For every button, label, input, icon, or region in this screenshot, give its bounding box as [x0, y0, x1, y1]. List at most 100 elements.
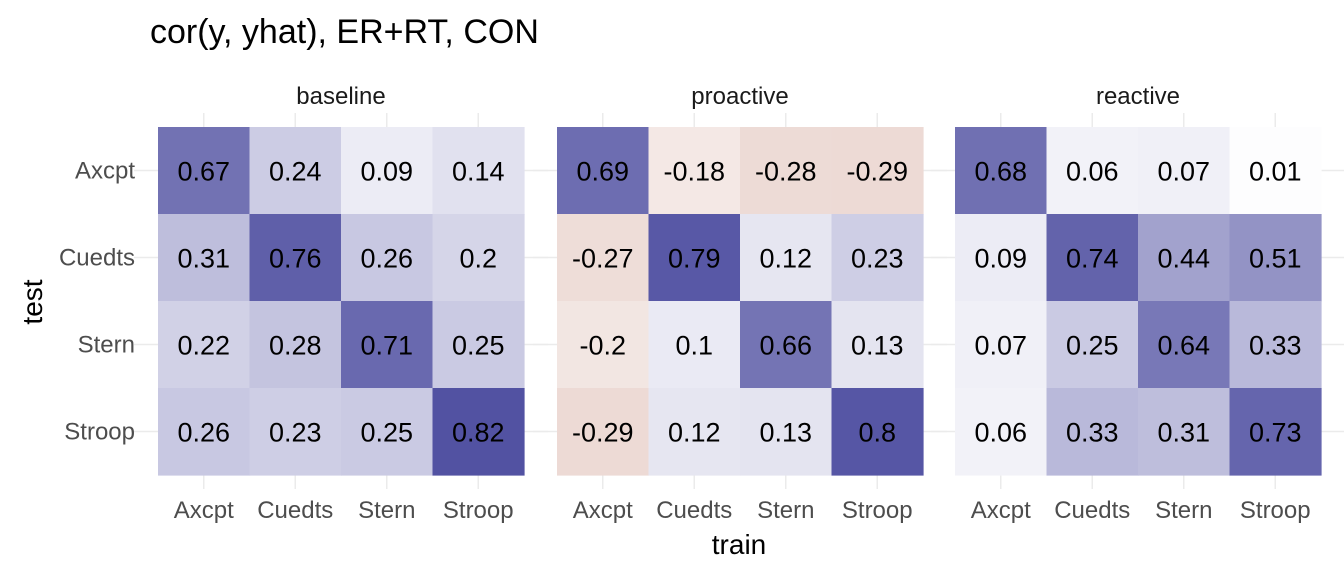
heatmap-cell — [432, 127, 525, 215]
cell-value-label: -0.28 — [755, 157, 817, 187]
heatmap-cell — [1229, 127, 1322, 215]
cell-value-label: 0.07 — [1157, 157, 1210, 187]
heatmap-cell — [1046, 388, 1139, 476]
cell-value-label: 0.12 — [668, 418, 721, 448]
heatmap-cell — [557, 388, 650, 476]
cell-value-label: 0.23 — [851, 244, 904, 274]
cell-value-label: -0.18 — [663, 157, 725, 187]
heatmap-cell — [648, 388, 741, 476]
cell-value-label: 0.23 — [269, 418, 322, 448]
x-tick-label: Stern — [757, 497, 814, 524]
cell-value-label: 0.26 — [177, 418, 230, 448]
heatmap-cell — [740, 127, 833, 215]
x-tick-label: Axcpt — [174, 497, 234, 524]
cell-value-label: 0.8 — [858, 418, 896, 448]
x-tick-label: Axcpt — [573, 497, 633, 524]
cell-value-label: 0.33 — [1249, 331, 1302, 361]
heatmap-cell — [158, 388, 251, 476]
x-tick-label: Cuedts — [257, 497, 333, 524]
cell-value-label: 0.82 — [452, 418, 505, 448]
heatmap-cell — [1138, 127, 1231, 215]
cell-value-label: 0.44 — [1157, 244, 1210, 274]
heatmap-cell — [1229, 388, 1322, 476]
cell-value-label: 0.31 — [177, 244, 230, 274]
heatmap-cell — [249, 214, 342, 302]
cell-value-label: 0.25 — [1066, 331, 1119, 361]
cell-value-label: 0.09 — [360, 157, 413, 187]
cell-value-label: 0.68 — [974, 157, 1027, 187]
heatmap-cell — [432, 214, 525, 302]
heatmap-cell — [158, 127, 251, 215]
x-axis-label: train — [712, 529, 766, 560]
facet-strip-label: reactive — [1096, 83, 1180, 110]
cell-value-label: 0.67 — [177, 157, 230, 187]
cell-value-label: 0.13 — [851, 331, 904, 361]
x-tick-label: Stern — [358, 497, 415, 524]
cell-value-label: 0.06 — [1066, 157, 1119, 187]
cell-value-label: 0.2 — [459, 244, 497, 274]
facet-panel-baseline: baseline 0.67 0.24 0.09 0.14 0.31 0.76 0.26 0.2 0… — [134, 83, 548, 524]
heatmap-cell — [249, 127, 342, 215]
y-tick-label: Stroop — [64, 419, 135, 446]
heatmap-cell — [341, 214, 434, 302]
heatmap-cell — [740, 388, 833, 476]
heatmap-cell — [955, 301, 1048, 389]
cell-value-label: 0.64 — [1157, 331, 1210, 361]
heatmap-cell — [432, 301, 525, 389]
y-tick-label: Stern — [78, 332, 135, 359]
heatmap-cell — [158, 301, 251, 389]
heatmap-cell — [831, 127, 924, 215]
cell-value-label: 0.51 — [1249, 244, 1302, 274]
facet-panel-reactive: reactive 0.68 0.06 0.07 0.01 0.09 0.74 0.44 0.51… — [931, 83, 1344, 524]
heatmap-cell — [831, 388, 924, 476]
x-tick-label: Stroop — [1240, 497, 1311, 524]
facet-panel-proactive: proactive 0.69 -0.18 -0.28 -0.29 -0.27 0.79 0.1… — [533, 83, 947, 524]
x-tick-label: Stroop — [443, 497, 514, 524]
cell-value-label: 0.26 — [360, 244, 413, 274]
x-tick-label: Stroop — [842, 497, 913, 524]
y-axis-label: test — [17, 279, 48, 324]
heatmap-cell — [648, 301, 741, 389]
cell-value-label: 0.76 — [269, 244, 322, 274]
cell-value-label: 0.25 — [452, 331, 505, 361]
cell-value-label: 0.25 — [360, 418, 413, 448]
heatmap-cell — [955, 214, 1048, 302]
heatmap-cell — [1046, 214, 1139, 302]
y-axis-ticks: Axcpt Cuedts Stern Stroop — [59, 158, 135, 446]
cell-value-label: 0.79 — [668, 244, 721, 274]
cell-value-label: 0.28 — [269, 331, 322, 361]
heatmap-cell — [249, 301, 342, 389]
cell-value-label: 0.09 — [974, 244, 1027, 274]
cell-value-label: -0.29 — [572, 418, 634, 448]
cell-value-label: -0.2 — [579, 331, 626, 361]
heatmap-cell — [1046, 301, 1139, 389]
heatmap-cell — [648, 214, 741, 302]
x-tick-label: Cuedts — [1054, 497, 1130, 524]
x-tick-label: Cuedts — [656, 497, 732, 524]
heatmap-cell — [831, 214, 924, 302]
heatmap-cell — [158, 214, 251, 302]
heatmap-cell — [1138, 301, 1231, 389]
heatmap-cell — [1229, 301, 1322, 389]
heatmap-cell — [740, 214, 833, 302]
heatmap-cell — [955, 388, 1048, 476]
cell-value-label: 0.01 — [1249, 157, 1302, 187]
heatmap-cell — [432, 388, 525, 476]
y-tick-label: Cuedts — [59, 245, 135, 272]
cell-value-label: -0.27 — [572, 244, 634, 274]
heatmap-cell — [557, 214, 650, 302]
cell-value-label: 0.24 — [269, 157, 322, 187]
heatmap-cell — [955, 127, 1048, 215]
chart-title: cor(y, yhat), ER+RT, CON — [150, 13, 539, 51]
cell-value-label: 0.71 — [360, 331, 413, 361]
heatmap-cell — [1046, 127, 1139, 215]
facet-panels: baseline 0.67 0.24 0.09 0.14 0.31 0.76 0.26 0.2 0… — [134, 83, 1344, 524]
heatmap-cell — [341, 301, 434, 389]
heatmap-cell — [1138, 214, 1231, 302]
facet-strip-label: proactive — [691, 83, 788, 110]
cell-value-label: 0.1 — [675, 331, 713, 361]
x-tick-label: Stern — [1155, 497, 1212, 524]
cell-value-label: 0.13 — [759, 418, 812, 448]
cell-value-label: 0.07 — [974, 331, 1027, 361]
